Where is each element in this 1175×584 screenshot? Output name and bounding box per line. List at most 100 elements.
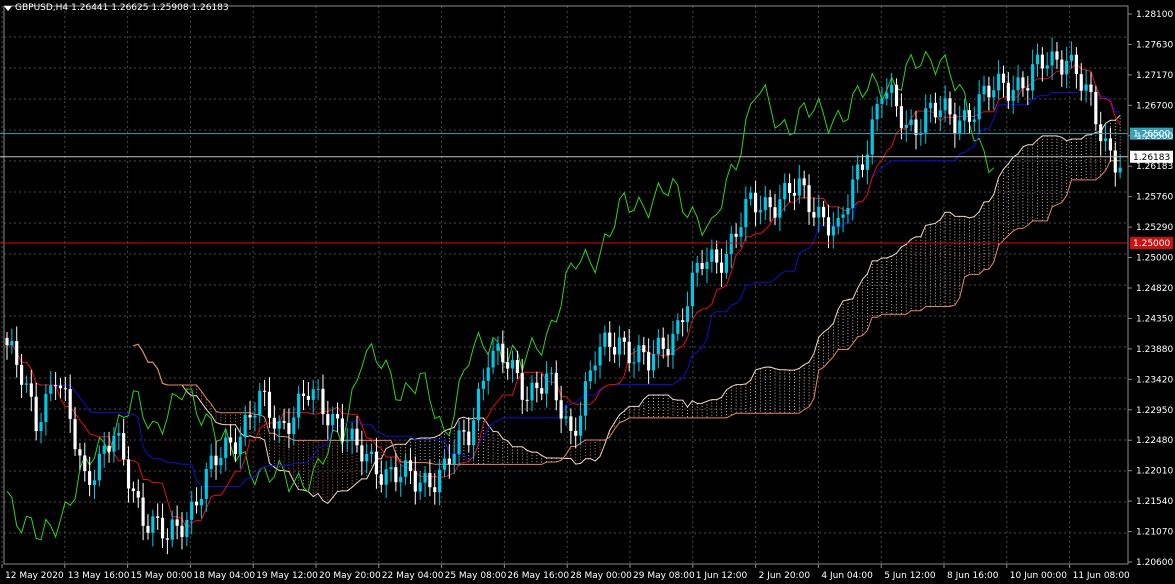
price-label: 1.26183 <box>1136 162 1173 172</box>
candle-body <box>992 90 996 98</box>
candle-body <box>258 390 262 416</box>
candle-body <box>865 154 869 170</box>
candle-body <box>224 437 228 458</box>
senkou-span-a-line <box>133 114 1121 505</box>
candle-body <box>812 212 816 218</box>
candle-body <box>613 346 617 355</box>
candle-body <box>1084 84 1088 91</box>
candle-body <box>758 210 763 213</box>
candle-body <box>374 451 379 475</box>
candle-body <box>598 346 602 366</box>
candle-body <box>705 261 709 269</box>
price-label: 1.28100 <box>1136 10 1173 20</box>
price-label: 1.20600 <box>1136 558 1173 568</box>
candle-body <box>938 110 942 118</box>
candle-body <box>384 469 388 485</box>
candle-body <box>856 164 860 180</box>
candle-body <box>904 124 908 128</box>
candle-body <box>481 380 485 389</box>
senkou-span-b-line <box>133 160 1121 465</box>
candle-body <box>963 110 967 121</box>
price-label: 1.23420 <box>1136 375 1173 385</box>
candle-body <box>685 306 690 323</box>
candle-body <box>238 436 242 455</box>
candle-body <box>1006 82 1010 101</box>
candle-body <box>122 433 126 460</box>
candle-body <box>306 396 310 400</box>
candle-body <box>219 457 223 466</box>
level-price-tag <box>1130 237 1173 250</box>
candle-body <box>1103 138 1108 142</box>
horizontal-levels[interactable]: 1.26500 1.25000 1.26183 <box>0 127 1173 250</box>
candle-body <box>170 519 174 540</box>
candle-body <box>632 362 636 364</box>
time-scale[interactable]: 12 May 2020 13 May 16:00 15 May 00:00 18 Ma… <box>1 564 1130 581</box>
caret-down-icon[interactable] <box>4 5 12 11</box>
candle-body <box>486 367 490 381</box>
candle-body <box>1040 54 1044 69</box>
level-price-label: 1.26500 <box>1133 130 1170 140</box>
candle-body <box>365 453 369 462</box>
candle-body <box>277 421 281 429</box>
candle-body <box>501 343 505 363</box>
candle-body <box>1055 51 1059 60</box>
candle-body <box>583 381 588 416</box>
candle-body <box>928 102 933 109</box>
candle-body <box>1050 51 1054 66</box>
candle-body <box>369 451 374 454</box>
candle-body <box>773 207 777 218</box>
candle-body <box>117 433 121 436</box>
candle-body <box>442 458 447 470</box>
candle-body <box>753 192 758 213</box>
candle-body <box>68 389 72 420</box>
candle-body <box>802 178 806 186</box>
candle-body <box>63 388 67 390</box>
candle-body <box>899 106 903 128</box>
candle-body <box>836 217 840 227</box>
candle-body <box>156 516 160 518</box>
candle-body <box>340 418 344 442</box>
candle-body <box>933 102 938 118</box>
candle-body <box>574 430 578 436</box>
candle-body <box>180 525 184 537</box>
time-label: 18 May 04:00 <box>193 571 255 581</box>
candle-body <box>1001 73 1006 83</box>
candle-body <box>554 372 558 401</box>
candle-body <box>209 455 213 470</box>
candle-body <box>394 467 398 483</box>
candle-body <box>54 385 58 387</box>
ohlc-readout: 1.26441 1.26625 1.25908 1.26183 <box>71 3 229 13</box>
candle-body <box>749 192 753 200</box>
candle-body <box>870 119 874 155</box>
candle-body <box>491 350 495 368</box>
candle-body <box>535 382 539 389</box>
candle-body <box>1031 64 1035 91</box>
candle-body <box>399 476 403 483</box>
candle-body <box>272 417 276 429</box>
time-label: 1 Jun 12:00 <box>696 571 748 581</box>
candle-body <box>544 373 549 394</box>
candle-body <box>822 206 826 218</box>
candle-body <box>1045 65 1049 69</box>
candle-body <box>1065 60 1069 75</box>
candle-body <box>826 217 831 236</box>
candle-body <box>107 445 111 452</box>
price-label: 1.27170 <box>1136 71 1173 81</box>
candle-body <box>525 399 529 401</box>
price-scale[interactable]: 1.28100 1.27630 1.27170 1.26700 1.26500 1.261… <box>1128 10 1173 568</box>
candle-body <box>39 422 43 432</box>
candle-body <box>175 519 179 526</box>
candle-body <box>243 414 247 437</box>
candle-body <box>967 110 972 122</box>
candle-body <box>671 333 675 356</box>
candle-body <box>438 469 442 493</box>
candle-body <box>229 437 233 443</box>
candle-body <box>510 360 515 369</box>
candle-body <box>297 393 301 418</box>
candle-body <box>472 420 476 446</box>
candle-body <box>943 98 947 111</box>
time-label: 13 May 16:00 <box>68 571 130 581</box>
candle-body <box>788 182 792 193</box>
candle-body <box>350 428 354 440</box>
